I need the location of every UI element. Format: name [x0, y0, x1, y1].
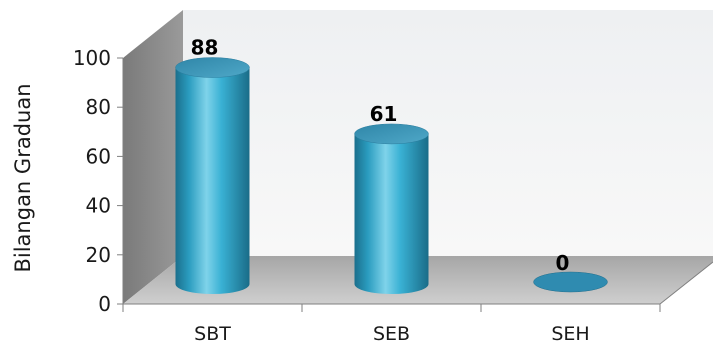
- data-label-sbt: 88: [191, 36, 219, 60]
- y-tick-label: 80: [86, 95, 111, 119]
- chart-axes: [122, 58, 713, 305]
- data-label-seb: 61: [370, 102, 398, 126]
- bar-top-cap: [354, 123, 429, 145]
- chart-data-labels: 88 61 0: [191, 36, 570, 275]
- data-label-seh: 0: [556, 251, 570, 275]
- chart-bars: [175, 57, 608, 295]
- bar-top-cap: [175, 57, 250, 78]
- y-tick-label: 60: [86, 144, 111, 168]
- bar-body: [354, 133, 429, 294]
- x-category-label: SEB: [373, 323, 410, 345]
- floor-edge-line: [659, 261, 713, 305]
- y-tick-label: 100: [73, 46, 111, 70]
- chart-back-wall: [183, 10, 713, 256]
- bar-top-cap: [533, 271, 608, 293]
- y-tick-label: 20: [86, 243, 111, 267]
- bar-seh: [533, 271, 608, 293]
- y-tick-label: 40: [86, 194, 111, 218]
- y-axis-ticks: 0 20 40 60 80 100: [73, 46, 123, 316]
- y-axis-title: Bilangan Graduan: [11, 83, 35, 272]
- chart-side-wall: [123, 10, 183, 304]
- bar-body: [175, 67, 250, 295]
- bar-seb: [354, 123, 429, 294]
- chart-3d-walls: [123, 10, 713, 304]
- x-category-label: SBT: [194, 323, 231, 345]
- x-axis-ticks: SBT SEB SEH: [122, 304, 661, 345]
- x-category-label: SEH: [551, 323, 589, 345]
- bar-sbt: [175, 57, 250, 295]
- y-tick-label: 0: [98, 292, 111, 316]
